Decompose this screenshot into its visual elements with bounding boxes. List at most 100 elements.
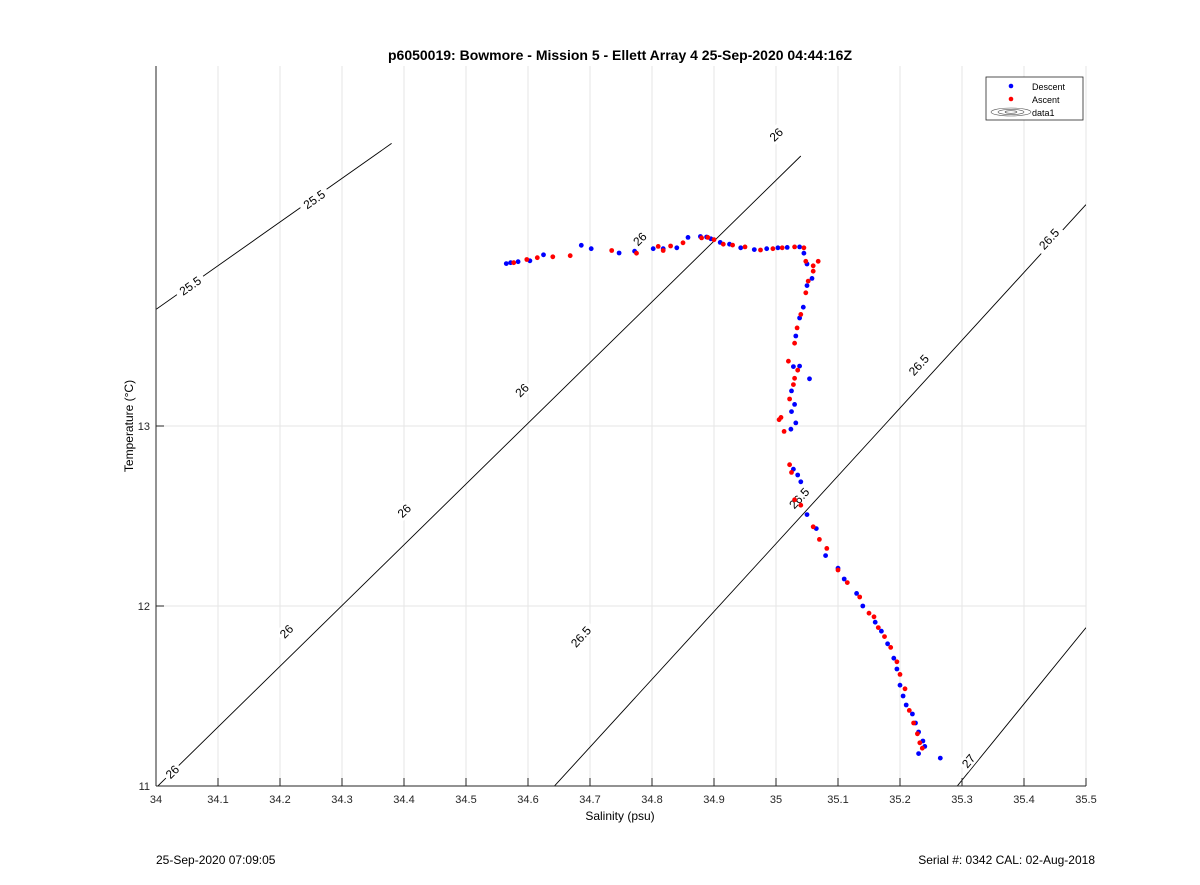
legend-ascent-label: Ascent (1032, 95, 1060, 105)
y-tick-label: 11 (139, 781, 150, 793)
x-tick-label: 35.2 (889, 794, 910, 806)
ascent-point (680, 240, 686, 246)
contour-label-group: 26 (628, 227, 651, 251)
legend-ascent-marker (1008, 96, 1014, 102)
descent-point (775, 245, 781, 251)
legend[interactable]: Descent Ascent data1 (985, 76, 1084, 121)
footer-serial-info: Serial #: 0342 CAL: 02-Aug-2018 (918, 853, 1095, 867)
ascent-point (792, 244, 797, 250)
descent-point (910, 711, 915, 717)
contour-line-26-5 (553, 204, 1086, 786)
ascent-point (758, 247, 763, 253)
x-tick-label: 35.3 (951, 794, 972, 806)
x-axis-label: Salinity (psu) (585, 809, 654, 823)
ascent-point (791, 382, 796, 387)
ascent-point (534, 255, 540, 261)
ascent-point (655, 244, 661, 249)
descent-point (797, 363, 802, 369)
ascent-point (810, 263, 816, 269)
contour-label-bg (172, 270, 208, 301)
descent-point (789, 409, 794, 414)
ascent-point (792, 340, 797, 346)
descent-point (872, 619, 878, 625)
contour-label-group: 26 (274, 619, 298, 643)
y-tick-label: 13 (138, 421, 150, 433)
descent-point (937, 755, 943, 761)
descent-point (879, 628, 884, 634)
ascent-point (742, 244, 748, 250)
ascent-point (915, 731, 920, 737)
contour-label-group: 26.5 (902, 348, 935, 382)
contour-label-bg (510, 378, 534, 402)
ascent-point (781, 429, 787, 434)
ascent-point (511, 260, 517, 266)
x-tick-label: 35.5 (1075, 794, 1096, 806)
descent-point (804, 283, 810, 288)
descent-point (897, 682, 903, 688)
ascent-point (911, 720, 916, 726)
x-tick-label: 34.5 (455, 794, 476, 806)
contour-label-bg (160, 760, 184, 783)
contour-legend-icon (990, 107, 1032, 117)
contour-label-group: 25.5 (296, 184, 332, 215)
descent-point (797, 244, 802, 250)
x-tick-label: 34.2 (269, 794, 290, 806)
contour-label-group: 26 (510, 378, 534, 402)
ascent-point (786, 358, 791, 364)
ascent-point (805, 278, 811, 284)
descent-point (792, 402, 797, 407)
x-tick-label: 35 (770, 794, 782, 806)
descent-point (503, 261, 509, 266)
ascent-point (660, 248, 666, 253)
x-tick-label: 34.3 (331, 794, 352, 806)
x-tick-label: 34.1 (207, 794, 228, 806)
ascent-point (770, 246, 776, 252)
tick-marks: 34 34.1 34.2 34.3 34.4 34.5 34.6 34.7 34.8 34.9 35… (138, 421, 1097, 806)
ascent-point (857, 594, 863, 600)
descent-point (795, 472, 801, 478)
ascent-point (795, 367, 801, 373)
ascent-point (810, 268, 816, 274)
x-tick-label: 34.7 (579, 794, 600, 806)
descent-point (515, 259, 521, 265)
contour-label-bg (564, 620, 597, 654)
chart-title: p6050019: Bowmore - Mission 5 - Ellett A… (388, 47, 852, 63)
contour-label-bg (296, 184, 332, 215)
legend-descent-marker (1008, 83, 1014, 89)
descent-point (751, 247, 757, 253)
contour-label-group: 26.5 (782, 481, 815, 515)
contour-label: 26 (767, 125, 787, 145)
x-tick-label: 34.8 (641, 794, 662, 806)
contour-line-26 (157, 155, 802, 786)
contour-label-group: 26.5 (564, 620, 597, 654)
ascent-point (524, 257, 530, 262)
ascent-point (801, 245, 807, 251)
contour-label-group: 25.5 (172, 270, 208, 301)
ascent-point (787, 462, 792, 468)
descent-point (903, 702, 909, 708)
contour-label-bg (1032, 222, 1065, 256)
descent-point (791, 364, 796, 369)
contour-label-bg (628, 227, 651, 251)
ascent-point (815, 258, 821, 264)
ascent-point (888, 645, 894, 650)
ascent-point (866, 610, 872, 616)
descent-point (804, 512, 810, 517)
ascent-point (803, 258, 809, 264)
ascent-point (902, 686, 908, 692)
y-axis-label: Temperature (°C) (122, 380, 136, 472)
descent-point (798, 479, 804, 485)
x-tick-label: 34.6 (517, 794, 538, 806)
descent-point (650, 246, 656, 252)
x-tick-label: 34 (150, 794, 162, 806)
ascent-point (919, 745, 925, 751)
contour-label-group: 26 (160, 760, 184, 783)
descent-point (738, 245, 744, 251)
descent-point (788, 426, 794, 432)
ascent-point (824, 546, 830, 551)
descent-point (800, 304, 806, 310)
contour-label-bg (957, 749, 980, 773)
ascent-point (792, 497, 797, 503)
x-tick-label: 34.4 (393, 794, 414, 806)
